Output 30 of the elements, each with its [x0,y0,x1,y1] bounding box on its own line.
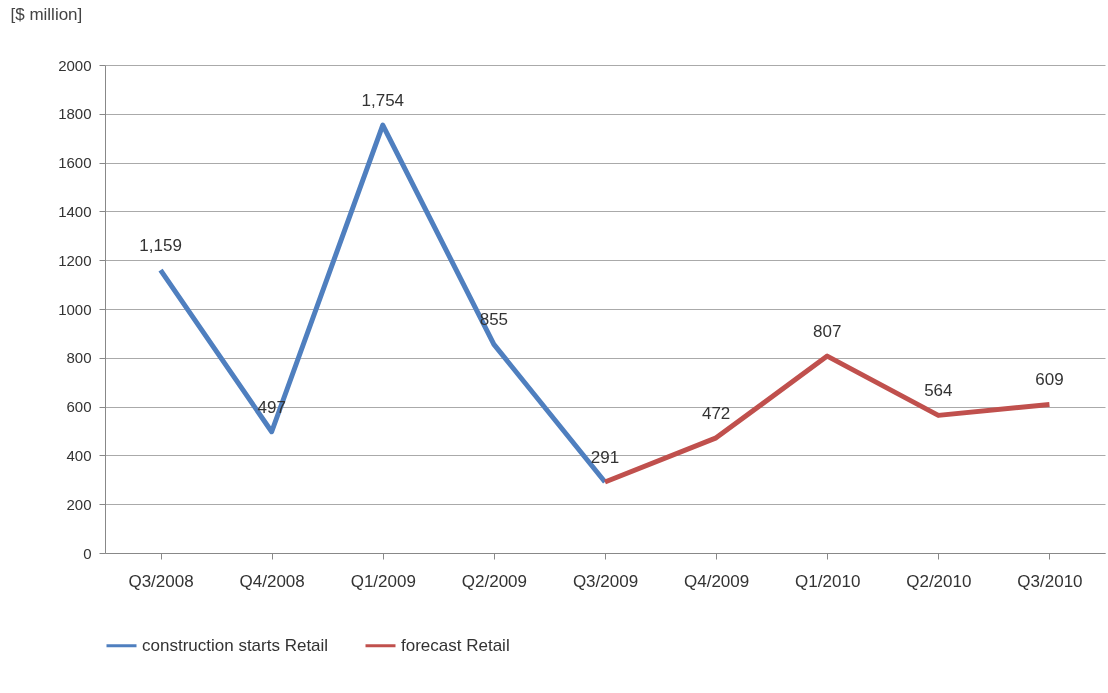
y-tick-label: 1400 [58,202,92,220]
y-tick-label: 1000 [58,300,92,318]
data-label: 807 [813,322,842,342]
x-tick-label: Q1/2009 [350,571,416,591]
y-tick-label: 1600 [58,154,92,172]
y-tick-label: 0 [83,544,92,562]
y-tick-label: 2000 [58,56,92,74]
data-label: 472 [701,403,731,423]
x-tick-label: Q3/2010 [1017,571,1083,591]
x-tick-label: Q2/2010 [906,571,972,591]
x-tick-label: Q2/2009 [461,571,528,591]
y-tick-label: 200 [66,495,92,513]
x-tick-label: Q4/2008 [239,571,305,591]
y-tick-label: 800 [66,349,92,367]
data-label: 609 [1035,370,1064,390]
x-tick-label: Q3/2008 [128,571,194,591]
x-tick-label: Q1/2010 [795,571,861,591]
data-label: 1,159 [139,236,182,256]
y-tick-label: 1200 [58,251,92,269]
data-label: 1,754 [361,91,405,111]
data-label: 291 [590,448,620,467]
x-tick-label: Q4/2009 [683,571,750,591]
legend-label: construction starts Retail [142,635,329,655]
data-label: 564 [924,381,953,401]
legend-label: forecast Retail [401,635,510,655]
y-tick-label: 600 [66,398,92,416]
y-axis-title: [$ million] [10,4,83,24]
y-tick-label: 1800 [58,105,92,123]
x-tick-label: Q3/2009 [572,571,639,591]
y-tick-label: 400 [66,446,92,464]
